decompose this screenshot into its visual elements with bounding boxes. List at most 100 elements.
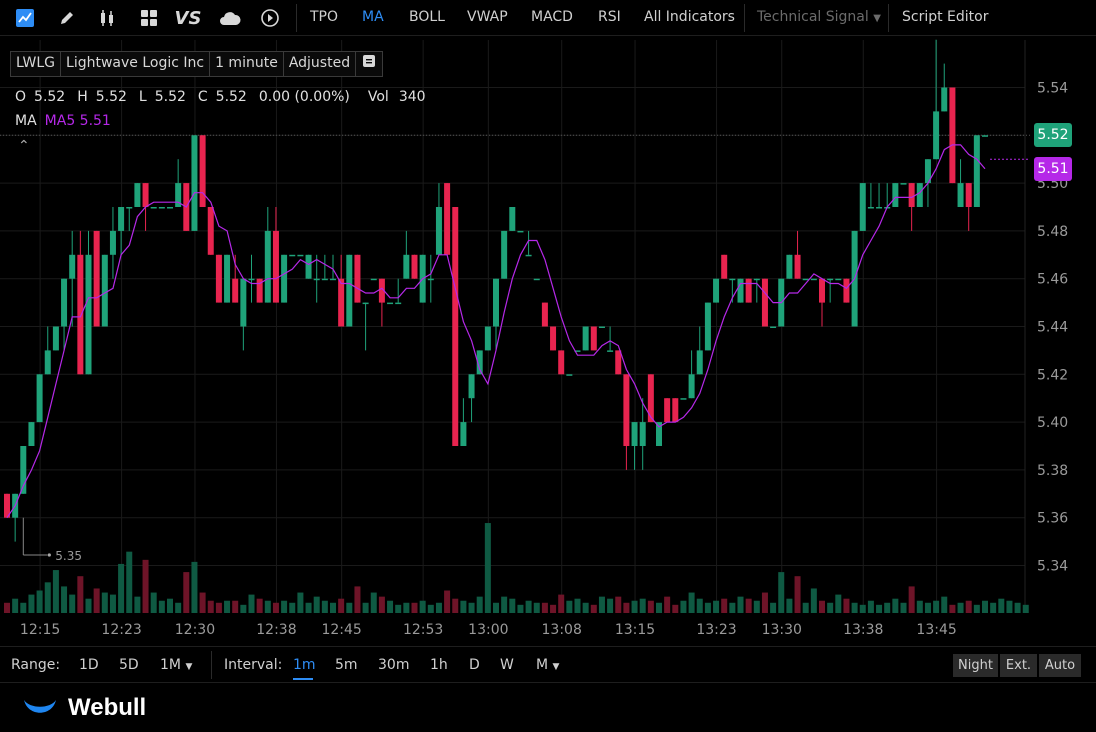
adjust-selector[interactable]: Adjusted [284,52,357,76]
candle-body [664,398,671,423]
range-1m-dropdown[interactable]: 1M ▼ [160,657,192,673]
x-tick-label: 12:53 [403,622,443,638]
candle-body [118,207,125,231]
interval-w[interactable]: W [500,657,514,673]
webull-logo-icon [24,700,56,713]
layout-grid-icon[interactable] [137,6,161,30]
candle-body [240,278,247,327]
candle-body [395,302,402,305]
volume-bar [558,594,565,613]
low-marker-dot [47,553,51,557]
interval-1m[interactable]: 1m [293,657,316,673]
interval-d[interactable]: D [469,657,480,673]
candle-body [566,374,573,376]
candle-body [460,422,467,446]
volume-bar [647,600,654,613]
all-indicators-button[interactable]: All Indicators [644,9,735,25]
candle-body [69,254,76,279]
interval-30m[interactable]: 30m [378,657,410,673]
candle-body [77,254,84,375]
compare-vs-icon[interactable]: VS [174,7,202,29]
volume-bar [69,594,76,613]
candle-body [965,183,972,207]
volume-bar [158,600,165,613]
indicator-rsi[interactable]: RSI [598,9,621,25]
volume-bar [819,600,825,613]
volume-bar [680,600,687,613]
volume-bar [52,570,59,613]
candle-body [264,230,271,303]
candle-body [44,350,51,375]
candle-body [484,326,491,351]
symbol-bar[interactable]: LWLG Lightwave Logic Inc 1 minute Adjust… [10,51,384,77]
candle-body [134,183,141,207]
interval-5m[interactable]: 5m [335,657,358,673]
volume-bar [460,600,467,613]
indicator-boll[interactable]: BOLL [409,9,445,25]
x-tick-label: 13:08 [542,622,582,638]
volume-bar [704,602,711,613]
volume-bar [859,604,866,613]
chevron-down-icon: ▼ [552,662,560,672]
interval-m-dropdown[interactable]: M ▼ [536,657,559,673]
technical-signal-dropdown[interactable]: Technical Signal ▼ [757,9,881,25]
candle-body [949,87,956,184]
volume-bar [476,596,483,613]
brand-name: Webull [68,694,147,721]
chevron-down-icon: ▼ [185,662,193,672]
volume-bar [1006,600,1013,613]
collapse-caret-icon[interactable]: ⌃ [18,138,30,154]
candle-body [493,278,499,327]
volume-bar [827,602,834,613]
candle-body [819,278,825,303]
volume-bar [1022,604,1029,613]
volume-bar [452,598,459,613]
interval-1h[interactable]: 1h [430,657,448,673]
candlestick-icon[interactable] [95,6,119,30]
indicator-tpo[interactable]: TPO [310,9,339,25]
x-tick-label: 12:15 [20,622,60,638]
replay-icon[interactable] [258,6,282,30]
candle-body [85,254,92,375]
candle-body [802,278,809,281]
range-label: Range: [11,657,61,673]
volume-value: 340 [398,89,426,105]
script-editor-button[interactable]: Script Editor [902,9,989,25]
candle-body [313,278,320,281]
candle-body [574,350,581,352]
ticker-symbol[interactable]: LWLG [11,52,62,76]
ma-legend[interactable]: MA MA5 5.51 [15,113,111,129]
volume-bar [493,602,499,613]
session-ext-button[interactable]: Ext. [1000,654,1037,677]
volume-bar [93,588,100,613]
candle-body [346,254,353,327]
candle-body [770,326,777,328]
indicator-vwap[interactable]: VWAP [467,9,508,25]
range-1m-label: 1M [160,657,181,673]
range-1d[interactable]: 1D [79,657,99,673]
candle-body [427,278,434,281]
session-night-button[interactable]: Night [953,654,998,677]
volume-bar [672,604,679,613]
volume-bar [664,596,671,613]
cloud-icon[interactable] [218,6,242,30]
interval-selector[interactable]: 1 minute [210,52,284,76]
indicator-macd[interactable]: MACD [531,9,573,25]
volume-bar [167,598,173,613]
draw-pencil-icon[interactable] [55,6,79,30]
volume-bar [590,604,597,613]
volume-bar [118,563,125,613]
candle-body [256,278,263,303]
range-5d[interactable]: 5D [119,657,139,673]
volume-bar [264,600,271,613]
high-label: H [77,89,88,105]
volume-bar [639,598,646,613]
price-chart[interactable]: 5.545.525.505.485.465.445.425.405.385.36… [0,36,1096,646]
chart-type-icon[interactable] [13,6,37,30]
candle-body [232,278,239,303]
volume-bar [256,598,263,613]
indicator-ma[interactable]: MA [362,9,384,25]
session-auto-button[interactable]: Auto [1039,654,1081,677]
menu-icon[interactable] [356,52,382,76]
volume-bar [468,602,475,613]
